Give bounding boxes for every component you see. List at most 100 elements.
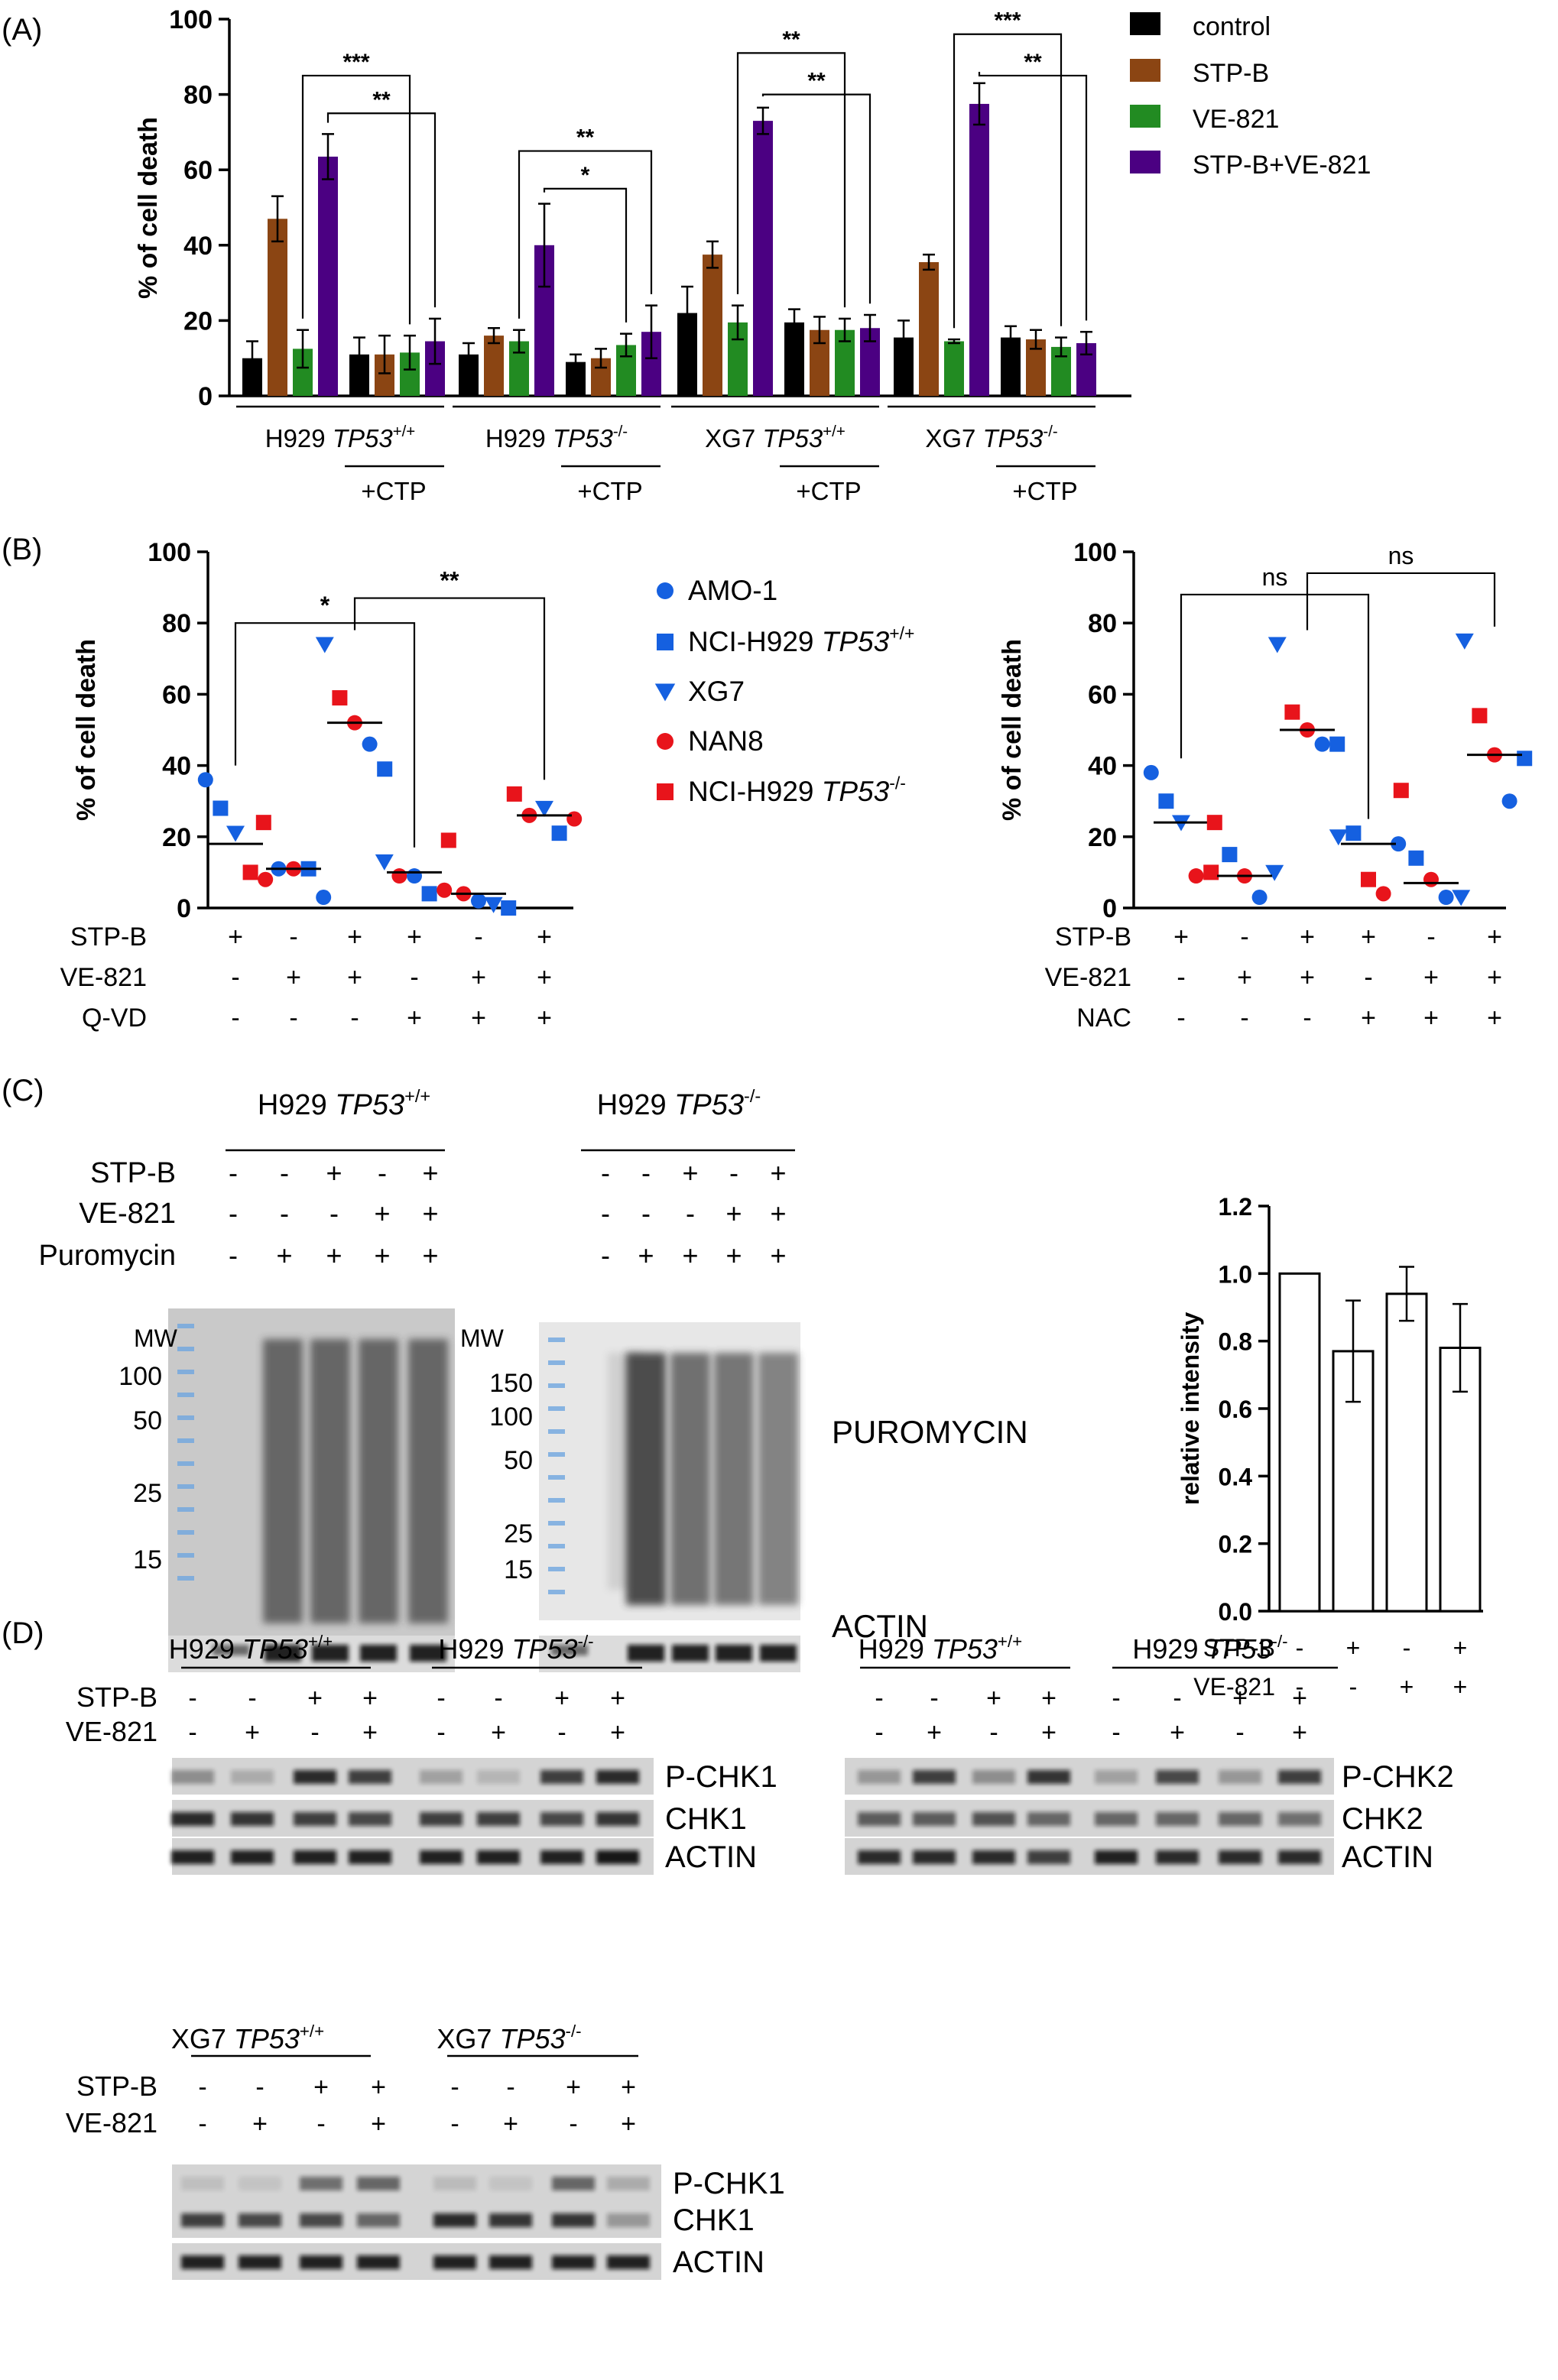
d-blot-band (1027, 1812, 1070, 1826)
c-ladder-band (548, 1498, 565, 1503)
c-treatment-row-value: + (725, 1198, 742, 1229)
b-left-row-value: - (474, 922, 482, 952)
a-group-label: XG7 TP53+/+ (705, 423, 846, 452)
b-legend-label-prefix: NAN8 (688, 725, 764, 757)
c-treatment-row-label: Puromycin (39, 1240, 177, 1272)
d-cell-title-superscript: +/+ (998, 1632, 1022, 1651)
b-right-point (1393, 783, 1409, 799)
c-smear-lane (310, 1339, 350, 1623)
c-ladder-band (177, 1347, 194, 1351)
b-right-row-value: + (1487, 963, 1502, 992)
d-cell-title: XG7 TP53+/+ (171, 2022, 324, 2054)
c-actin-band (672, 1645, 709, 1662)
c-y-axis-tick-label: 0.0 (1219, 1598, 1252, 1626)
d-treatment-row-label: STP-B (76, 2070, 157, 2102)
c-actin-band (410, 1645, 446, 1662)
d-treatment-row-value: - (1112, 1684, 1120, 1713)
b-left-row-value: - (289, 1004, 297, 1033)
panel-label-a: (A) (2, 13, 42, 47)
b-legend-label: NAN8 (688, 725, 764, 757)
c-treatment-row-value: - (601, 1198, 610, 1229)
b-left-point (213, 800, 229, 816)
c-intensity-row-value: + (1453, 1634, 1468, 1662)
a-ctp-label: +CTP (361, 477, 426, 505)
d-blot-band (433, 2213, 476, 2227)
d-blot-band (477, 1770, 520, 1784)
c-y-axis-tick-label: 0.4 (1219, 1463, 1253, 1490)
c-mw-label: 25 (133, 1479, 162, 1508)
b-right-point (1438, 890, 1454, 906)
a-group-label-superscript: +/+ (393, 423, 416, 440)
c-mw-title: MW (134, 1325, 178, 1352)
b-left-row-label: Q-VD (82, 1004, 147, 1033)
a-ctp-label: +CTP (1012, 477, 1077, 505)
d-blot-band (181, 2255, 224, 2269)
b-right-point (1361, 871, 1376, 887)
d-treatment-row-value: + (1232, 1684, 1248, 1713)
d-treatment-row-value: + (621, 2073, 636, 2102)
a-significance-bracket (978, 72, 1088, 321)
b-right-y-axis-tick-label: 80 (1088, 609, 1117, 638)
actin-band-label-c: ACTIN (832, 1608, 928, 1644)
d-cell-title-superscript: +/+ (308, 1632, 333, 1651)
b-legend-label-prefix: AMO-1 (688, 575, 777, 606)
b-right-row-value: + (1173, 922, 1189, 952)
b-left-point (551, 825, 567, 841)
b-left-row-value: - (350, 1004, 359, 1033)
panel-label-c: (C) (2, 1074, 44, 1107)
d-treatment-row-value: + (621, 2109, 636, 2138)
c-treatment-row-value: + (422, 1198, 438, 1229)
c-blot-title-gene: TP53 (674, 1089, 744, 1121)
d-blot-band (294, 1812, 336, 1826)
a-significance-label: ** (782, 27, 800, 52)
b-right-row-value: - (1240, 922, 1248, 952)
d-treatment-row-value: + (610, 1718, 625, 1747)
b-right-row-value: + (1423, 963, 1439, 992)
d-cell-title-prefix: H929 (859, 1633, 932, 1665)
d-treatment-row-value: + (503, 2109, 518, 2138)
d-treatment-row-value: - (437, 1718, 445, 1747)
b-right-row-value: + (1361, 922, 1376, 952)
b-right-row-value: - (1427, 922, 1435, 952)
d-blot-band (1156, 1770, 1199, 1784)
d-blot-band (357, 2255, 400, 2269)
c-y-axis-tick-label: 0.8 (1219, 1328, 1252, 1356)
d-blot-band (357, 2177, 400, 2190)
b-left-y-axis-tick-label: 20 (162, 823, 191, 852)
d-cell-title-prefix: H929 (438, 1633, 511, 1665)
a-legend-label: STP-B+VE-821 (1193, 151, 1371, 180)
a-y-axis-tick-label: 60 (183, 156, 213, 185)
d-blot-band (357, 2213, 400, 2227)
c-actin-band (760, 1645, 797, 1662)
b-left-point (315, 637, 334, 653)
c-treatment-row-value: - (641, 1157, 651, 1188)
a-y-axis-tick-label: 0 (198, 382, 213, 411)
d-blot-band (596, 1812, 639, 1826)
d-cell-title-gene: TP53 (932, 1633, 998, 1665)
b-left-point (258, 871, 274, 887)
d-band-label: CHK2 (1342, 1802, 1423, 1836)
b-legend-label-prefix: XG7 (688, 676, 745, 707)
b-left-point (437, 882, 453, 898)
d-blot-band (1278, 1770, 1321, 1784)
a-significance-label: *** (342, 50, 369, 75)
d-treatment-row-value: + (362, 1718, 378, 1747)
b-right-row-value: + (1300, 963, 1315, 992)
d-treatment-row-label: STP-B (76, 1681, 157, 1713)
d-blot-band (181, 2177, 224, 2190)
d-blot-band (171, 1850, 214, 1864)
a-group-label: H929 TP53-/- (485, 423, 628, 452)
c-ladder-band (177, 1438, 194, 1443)
b-left-point (377, 761, 393, 777)
d-cell-title-prefix: H929 (169, 1633, 242, 1665)
c-treatment-row-value: + (638, 1240, 654, 1271)
b-left-point (407, 868, 422, 884)
b-right-point (1143, 764, 1159, 780)
d-treatment-row-value: + (1292, 1684, 1307, 1713)
b-right-row-value: - (1303, 1004, 1311, 1033)
a-significance-bracket (518, 150, 653, 319)
d-blot-band (1095, 1812, 1138, 1826)
d-treatment-row-value: - (248, 1684, 256, 1713)
c-treatment-row-value: - (686, 1198, 695, 1229)
b-right-point (1452, 890, 1471, 906)
